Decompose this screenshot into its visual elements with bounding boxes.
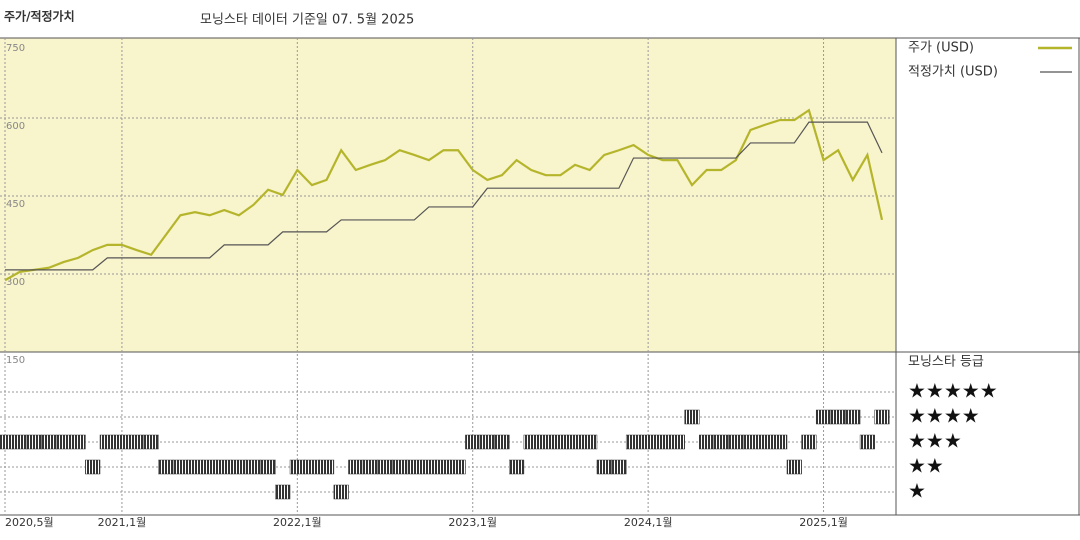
rating-bar <box>830 409 846 425</box>
x-tick-label: 2024,1월 <box>624 516 673 529</box>
rating-bar <box>786 459 802 475</box>
rating-bar <box>611 459 627 475</box>
rating-bar <box>625 434 642 450</box>
plot-background <box>0 38 896 352</box>
x-tick-label: 2025,1월 <box>799 516 848 529</box>
rating-bar <box>596 459 612 475</box>
rating-label: ★ <box>908 479 926 503</box>
rating-bar <box>757 434 773 450</box>
rating-bar <box>85 459 101 475</box>
rating-bar <box>114 434 130 450</box>
rating-bar <box>289 459 305 475</box>
rating-bar <box>70 434 86 450</box>
rating-bar <box>655 434 671 450</box>
rating-bar <box>143 434 159 450</box>
rating-bar <box>275 484 291 500</box>
chart-subtitle: 모닝스타 데이터 기준일 07. 5월 2025 <box>200 13 414 28</box>
y-tick-label: 750 <box>6 43 25 54</box>
legend-label: 적정가치 (USD) <box>908 65 998 80</box>
rating-title: 모닝스타 등급 <box>908 355 984 370</box>
rating-bar <box>304 459 320 475</box>
rating-bar <box>435 459 452 475</box>
x-tick-label: 2022,1월 <box>273 516 322 529</box>
rating-bar <box>26 434 42 450</box>
series-line <box>5 121 883 271</box>
rating-bar <box>684 409 700 425</box>
rating-bar <box>713 434 729 450</box>
rating-label: ★★ <box>908 454 944 478</box>
rating-bar <box>465 434 481 450</box>
y-tick-label: 300 <box>6 277 25 288</box>
rating-bar <box>450 459 466 475</box>
rating-bar <box>742 434 759 450</box>
x-tick-label: 2020,5월 <box>5 516 54 529</box>
rating-bar <box>0 434 13 450</box>
rating-bar <box>801 434 817 450</box>
rating-bar <box>567 434 583 450</box>
rating-bar <box>260 459 276 475</box>
rating-bar <box>494 434 510 450</box>
rating-background <box>0 352 896 515</box>
rating-bar <box>392 459 408 475</box>
rating-bar <box>348 459 364 475</box>
rating-bar <box>406 459 422 475</box>
rating-bar <box>772 434 788 450</box>
y-tick-label: 450 <box>6 199 25 210</box>
rating-bar <box>874 409 890 425</box>
rating-bar <box>158 459 174 475</box>
rating-bar <box>362 459 378 475</box>
rating-bar <box>815 409 832 425</box>
rating-bar <box>640 434 656 450</box>
legend-label: 주가 (USD) <box>908 41 974 56</box>
rating-bar <box>99 434 115 450</box>
rating-bar <box>319 459 335 475</box>
rating-bar <box>552 434 568 450</box>
rating-bar <box>216 459 232 475</box>
series-line <box>4 108 884 282</box>
rating-bar <box>669 434 685 450</box>
rating-bar <box>728 434 744 450</box>
chart-title: 주가/적정가치 <box>4 9 75 24</box>
x-tick-label: 2021,1월 <box>98 516 147 529</box>
rating-bar <box>538 434 554 450</box>
rating-label: ★★★★★ <box>908 379 998 403</box>
rating-bar <box>128 434 145 450</box>
rating-label: ★★★★ <box>908 404 980 428</box>
rating-label: ★★★ <box>908 429 962 453</box>
rating-bar <box>172 459 188 475</box>
rating-bar <box>509 459 525 475</box>
rating-bar <box>479 434 495 450</box>
rating-bar <box>699 434 715 450</box>
rating-bar <box>421 459 437 475</box>
y-tick-label: 600 <box>6 121 25 132</box>
rating-bar <box>523 434 539 450</box>
x-tick-label: 2023,1월 <box>448 516 497 529</box>
rating-bar <box>845 409 861 425</box>
rating-bar <box>377 459 393 475</box>
rating-bar <box>245 459 262 475</box>
rating-bar <box>231 459 247 475</box>
rating-bar <box>55 434 72 450</box>
y-tick-label: 150 <box>6 355 25 366</box>
rating-bar <box>582 434 598 450</box>
rating-bar <box>41 434 57 450</box>
rating-bar <box>333 484 349 500</box>
rating-bar <box>202 459 218 475</box>
rating-bar <box>187 459 203 475</box>
rating-bar <box>859 434 875 450</box>
rating-bar <box>12 434 28 450</box>
